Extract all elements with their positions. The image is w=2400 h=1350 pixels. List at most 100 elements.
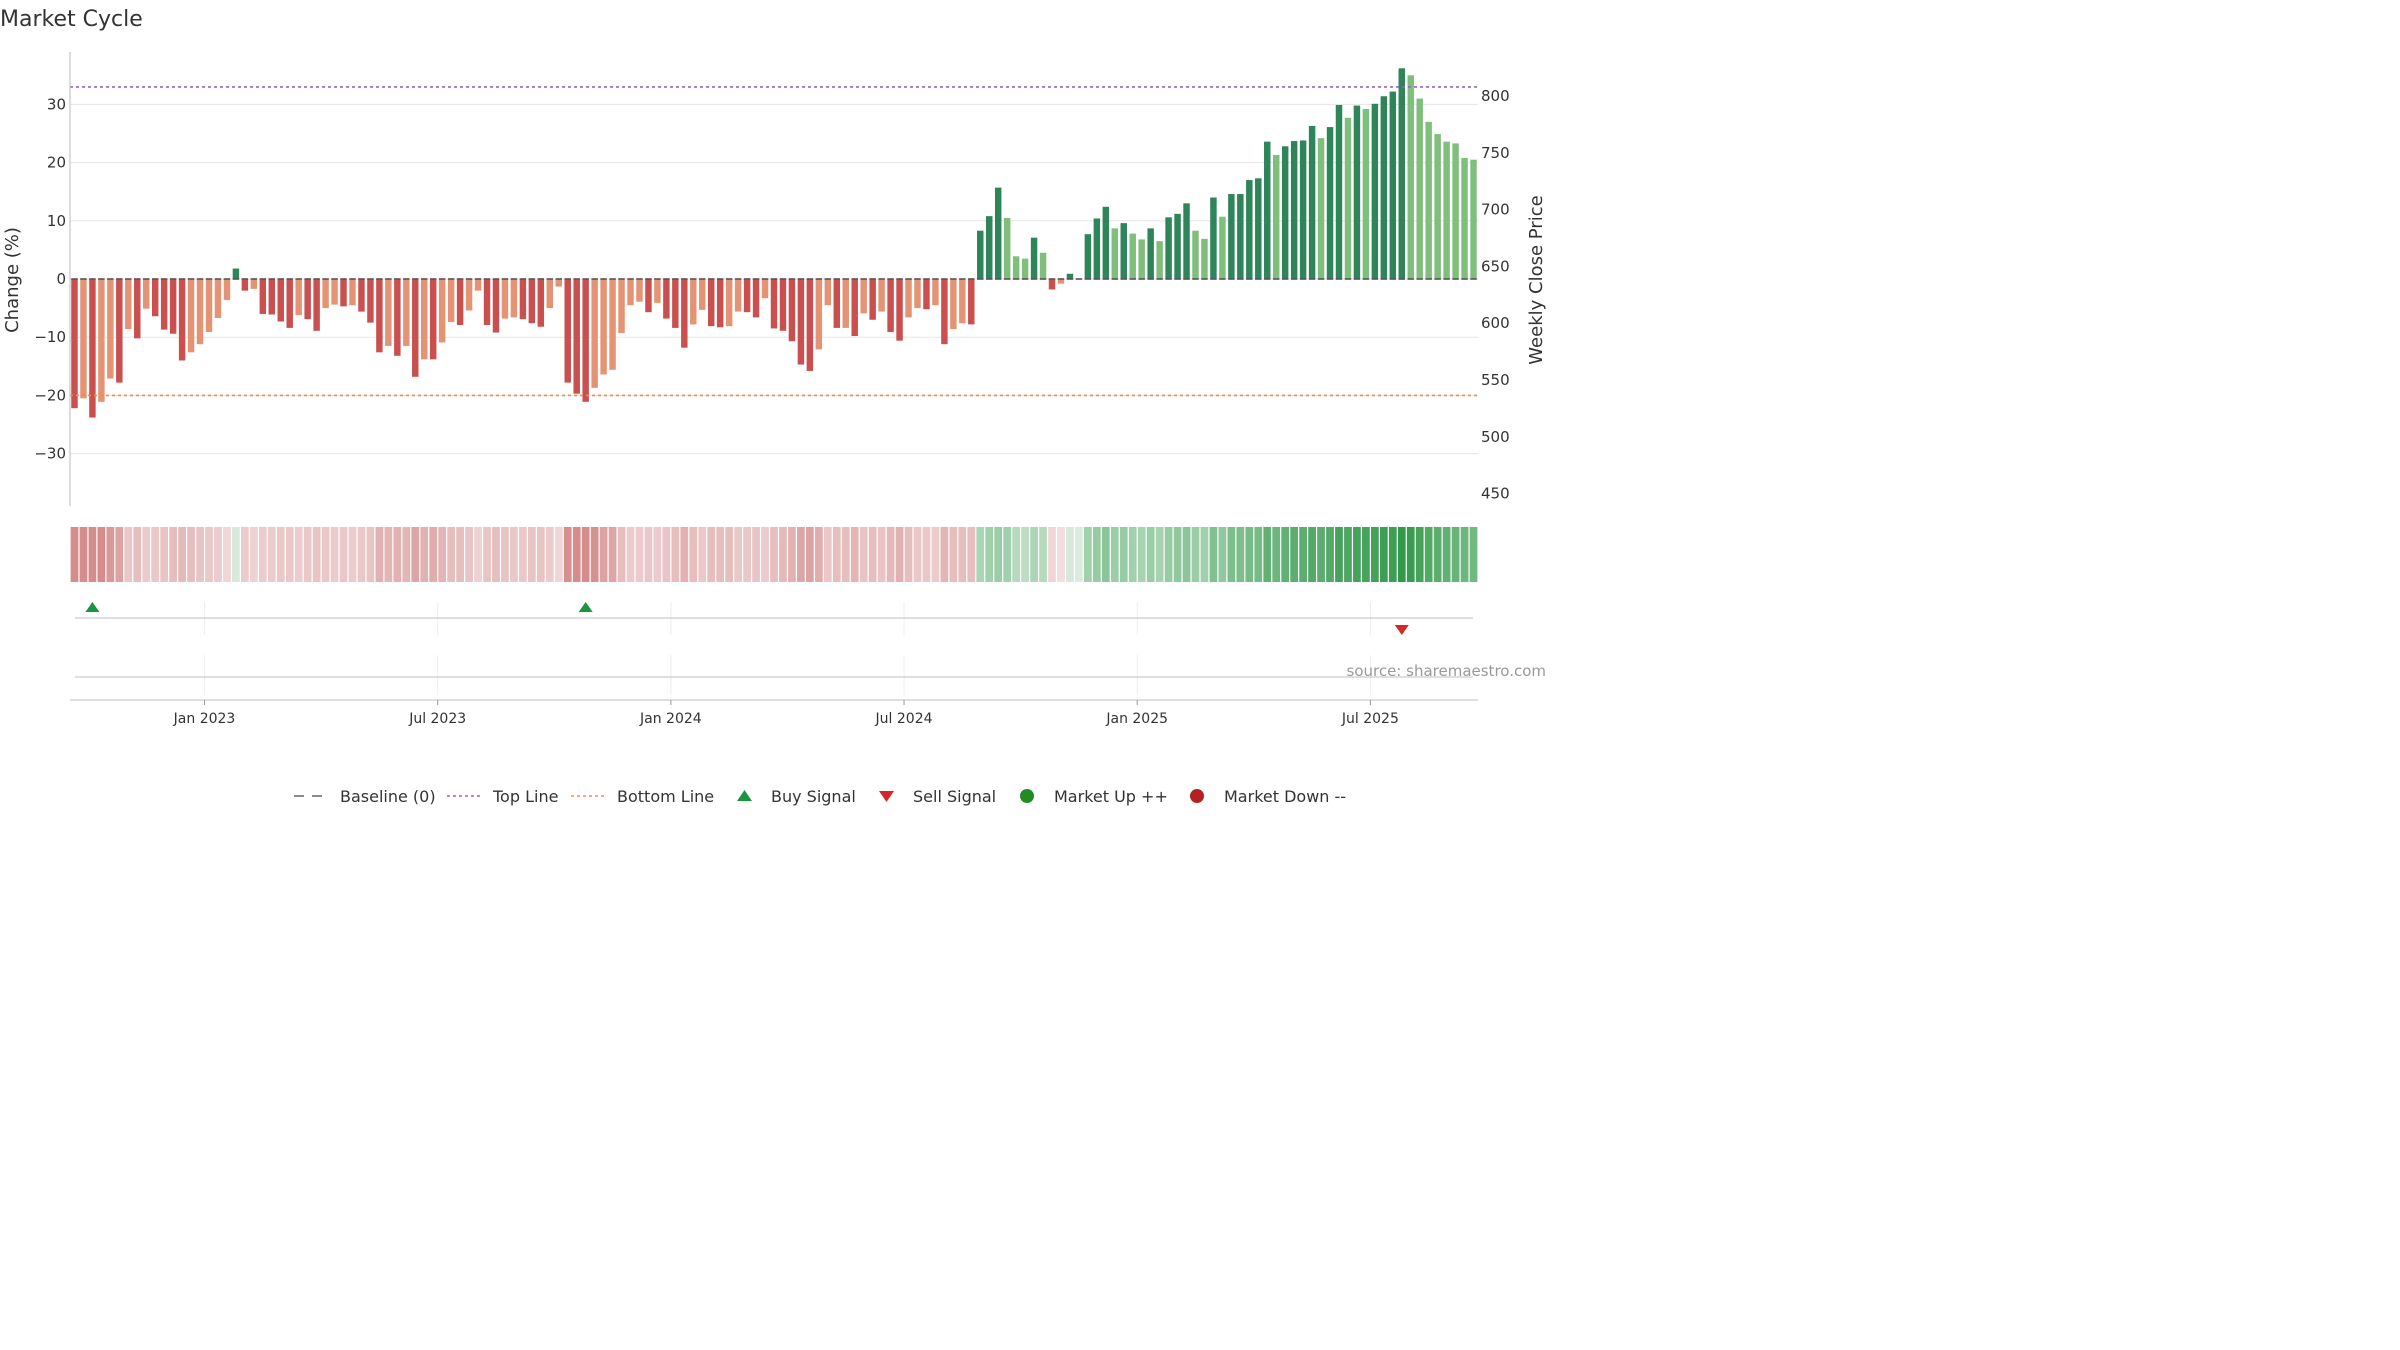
bar <box>600 279 607 375</box>
band-cell <box>97 527 106 582</box>
band-cell <box>339 527 348 582</box>
band-cell <box>1057 527 1065 582</box>
bar <box>134 279 141 339</box>
sell-signal-triangle-down-icon <box>1394 625 1409 635</box>
band-cell <box>124 527 133 582</box>
band-cell <box>617 527 626 582</box>
legend-item: Bottom Line <box>571 787 714 806</box>
band-cell <box>536 527 545 582</box>
y2-tick-label: 700 <box>1481 201 1510 219</box>
bar <box>1398 68 1405 279</box>
source-text: source: sharemaestro.com <box>1347 662 1547 680</box>
market-cycle-chart: Market Cycle 30 20 10 0 −10 −20 −30 800 750 700 65… <box>0 0 1547 869</box>
y-tick-label: −30 <box>34 445 66 463</box>
band-cell <box>348 527 357 582</box>
y2-tick-label: 600 <box>1481 314 1510 332</box>
bar <box>1210 197 1217 279</box>
band-cell <box>725 527 734 582</box>
band-cell <box>1209 527 1218 582</box>
bar <box>537 279 545 327</box>
band-cell <box>411 527 420 582</box>
band-cell <box>249 527 258 582</box>
triangle-down-icon <box>879 791 894 802</box>
bar <box>304 279 311 320</box>
bar <box>1425 121 1432 279</box>
band-cell <box>590 527 599 582</box>
band-cell <box>671 527 680 582</box>
bar <box>1165 217 1172 279</box>
band-cell <box>581 527 590 582</box>
bar <box>429 279 437 360</box>
bar <box>1461 157 1468 279</box>
bar <box>1371 103 1379 279</box>
band-cell <box>931 527 940 582</box>
band-cell <box>886 527 895 582</box>
band-cell <box>949 527 958 582</box>
band-cell <box>644 527 653 582</box>
bar <box>322 279 329 309</box>
bar <box>1183 203 1190 279</box>
x-tick-label: Jul 2025 <box>1341 711 1399 727</box>
band-cell <box>958 527 967 582</box>
band-cell <box>492 527 500 582</box>
bar <box>699 279 706 310</box>
band-cell <box>976 527 985 582</box>
legend-item: Top Line <box>447 787 558 806</box>
band-cell <box>752 527 760 582</box>
band-cell <box>850 527 859 582</box>
bar <box>1255 178 1262 279</box>
bar <box>385 279 392 346</box>
band-cell <box>1182 527 1191 582</box>
bar <box>1147 228 1154 279</box>
bar <box>1443 141 1450 279</box>
y-tick-label: 0 <box>56 270 66 288</box>
bar <box>833 279 841 328</box>
band-cell <box>1048 527 1056 582</box>
band-cell <box>267 527 276 582</box>
bar <box>815 279 823 350</box>
bar <box>1174 213 1181 279</box>
bar <box>528 279 536 324</box>
bar <box>725 279 733 327</box>
band-cell <box>483 527 491 582</box>
band-cell <box>294 527 303 582</box>
bar <box>510 279 518 318</box>
band-cell <box>1200 527 1209 582</box>
bar <box>1290 141 1298 279</box>
bar <box>716 279 724 328</box>
legend-label: Top Line <box>492 787 558 806</box>
bar <box>1012 256 1020 279</box>
bar <box>878 279 885 312</box>
bar <box>241 279 249 291</box>
bar <box>994 187 1002 279</box>
bar <box>501 279 509 319</box>
band-cell <box>384 527 393 582</box>
legend-label: Bottom Line <box>617 787 714 806</box>
legend-item: Market Up ++ <box>1020 787 1168 806</box>
band-cell <box>1146 527 1155 582</box>
bar <box>941 279 948 345</box>
bar <box>421 279 428 360</box>
legend-swatch <box>1190 789 1204 803</box>
bar <box>223 279 231 300</box>
band-cell <box>1379 527 1388 582</box>
y2-axis-label: Weekly Close Price <box>1526 195 1546 364</box>
band-cell <box>1442 527 1451 582</box>
bar <box>1021 258 1029 279</box>
bar <box>277 279 284 322</box>
bar <box>869 279 876 320</box>
bar <box>1416 98 1423 279</box>
bar <box>573 279 580 394</box>
bar <box>1237 194 1244 279</box>
bar <box>412 279 419 377</box>
band-cell <box>1191 527 1200 582</box>
band-cell <box>133 527 142 582</box>
band-cell <box>160 527 169 582</box>
red-dot-icon <box>1190 789 1204 803</box>
band-cell <box>859 527 868 582</box>
legend-item: Baseline (0) <box>294 787 436 806</box>
band-cell <box>805 527 814 582</box>
band-cell <box>106 527 115 582</box>
band-cell <box>1424 527 1433 582</box>
bar <box>618 279 625 334</box>
